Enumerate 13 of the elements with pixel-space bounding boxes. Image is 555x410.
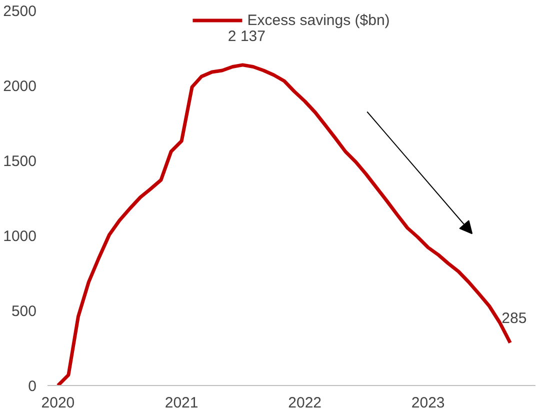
annotation: 285 — [502, 310, 527, 327]
y-tick-label: 2500 — [3, 3, 37, 20]
y-tick-label: 1500 — [3, 153, 37, 170]
y-tick-label: 0 — [28, 378, 36, 395]
legend-label: Excess savings ($bn) — [247, 12, 390, 28]
annotation: 2 137 — [228, 28, 266, 45]
y-tick-label: 1000 — [3, 228, 37, 245]
x-tick-label: 2023 — [411, 394, 445, 410]
x-tick-label: 2020 — [41, 394, 75, 410]
y-tick-label: 500 — [11, 303, 37, 320]
x-tick-label: 2022 — [288, 394, 322, 410]
x-tick-label: 2021 — [164, 394, 198, 410]
y-tick-label: 2000 — [3, 78, 37, 95]
